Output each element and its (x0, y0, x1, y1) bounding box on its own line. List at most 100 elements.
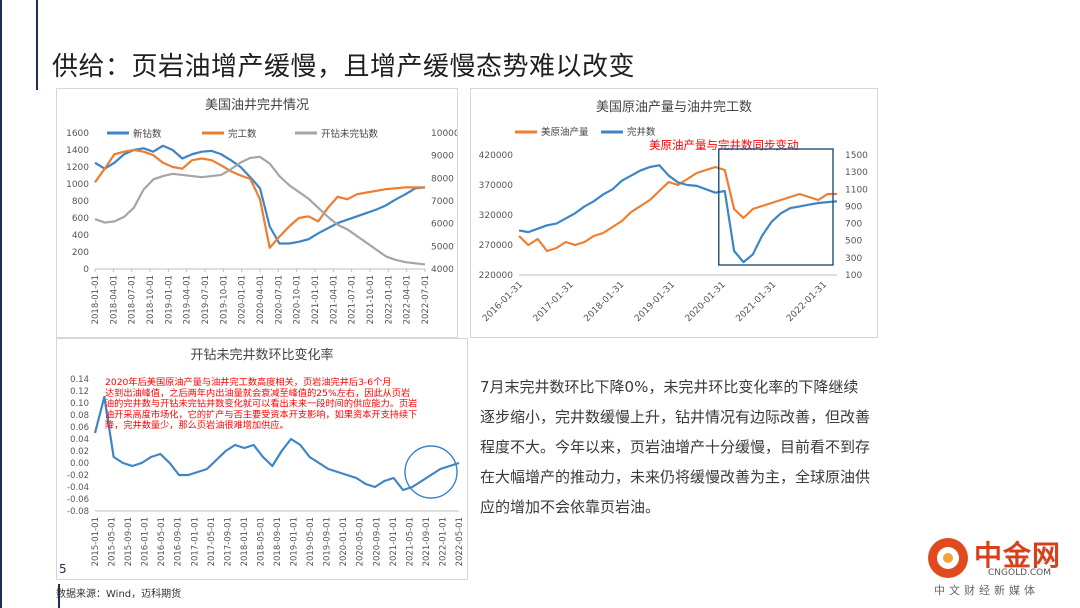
chart2-left-tick: 220000 (479, 271, 514, 281)
chart3-y-tick: 0.08 (70, 411, 89, 421)
chart3-x-tick: 2021-05-01 (405, 517, 415, 566)
chart3-y-tick: 0.06 (70, 423, 89, 433)
left-accent-bar (0, 0, 2, 608)
chart2-left-tick: 370000 (479, 181, 514, 191)
chart3-x-tick: 2019-01-01 (290, 517, 300, 566)
chart2-left-tick: 320000 (479, 211, 514, 221)
chart2-x-tick: 2022-01-31 (785, 280, 829, 324)
chart1-x-tick: 2019-04-01 (183, 275, 193, 324)
chart3-x-tick: 2016-05-01 (157, 517, 167, 566)
chart2-legend-label: 美原油产量 (541, 126, 589, 138)
logo-site: CNGOLD.COM (988, 568, 1052, 578)
chart2-left-tick: 420000 (479, 151, 514, 161)
chart3-y-tick: 0.10 (70, 399, 89, 409)
chart2-annotation: 美原油产量与完井数同步变动 (649, 138, 799, 152)
chart2-right-tick: 700 (845, 220, 862, 230)
chart1-left-tick: 1600 (66, 129, 89, 139)
chart3-x-tick: 2019-05-01 (306, 517, 316, 566)
chart1-left-tick: 200 (72, 248, 89, 258)
chart2-x-tick: 2019-01-31 (633, 280, 677, 324)
summary-paragraph: 7月末完井数环比下降0%，未完井环比变化率的下降继续逐步缩小，完井数缓慢上升，钻… (480, 378, 871, 516)
chart3-x-tick: 2022-01-01 (438, 517, 448, 566)
chart1-x-tick: 2022-01-01 (384, 275, 394, 324)
chart3-y-tick: -0.02 (67, 471, 89, 481)
slide-title: 供给：页岩油增产缓慢，且增产缓慢态势难以改变 (52, 52, 636, 82)
chart3-y-tick: -0.06 (67, 495, 89, 505)
chart2-left-tick: 270000 (479, 241, 514, 251)
chart2-right-tick: 900 (845, 202, 862, 212)
chart1-x-tick: 2019-07-01 (201, 275, 211, 324)
chart2-x-tick: 2016-01-31 (481, 280, 525, 324)
chart2-right-tick: 1300 (845, 168, 868, 178)
chart-well-completion: 美国油井完井情况 0 200 400 600 800 1000 1200 1400 1600 400… (66, 98, 457, 324)
chart3-x-tick: 2020-05-01 (356, 517, 366, 566)
chart1-left-tick: 400 (72, 231, 89, 241)
chart3-x-tick: 2016-09-01 (174, 517, 184, 566)
chart3-x-tick: 2018-05-01 (256, 517, 266, 566)
chart1-legend-label: 完工数 (228, 128, 257, 140)
slide-accent-rule (36, 0, 38, 90)
chart1-x-tick: 2020-04-01 (256, 275, 266, 324)
chart3-x-tick: 2020-09-01 (372, 517, 382, 566)
chart2-x-tick: 2018-01-31 (582, 280, 626, 324)
chart1-x-tick: 2020-07-01 (274, 275, 284, 324)
chart1-x-tick: 2021-07-01 (348, 275, 358, 324)
chart3-x-tick: 2020-01-01 (339, 517, 349, 566)
chart1-series-line (94, 144, 426, 245)
chart3-y-tick: -0.08 (67, 507, 89, 517)
chart2-series-line (518, 164, 838, 264)
chart1-x-tick: 2022-04-01 (403, 275, 413, 324)
chart1-x-tick: 2018-07-01 (128, 275, 138, 324)
chart1-x-tick: 2021-01-01 (311, 275, 321, 324)
chart2-x-tick: 2021-01-31 (734, 280, 778, 324)
chart1-left-tick: 600 (72, 214, 89, 224)
chart1-x-tick: 2019-10-01 (219, 275, 229, 324)
chart2-series-line (518, 165, 837, 253)
chart1-right-tick: 4000 (431, 265, 454, 275)
chart3-x-tick: 2022-05-01 (455, 517, 465, 566)
chart1-x-tick: 2022-07-01 (421, 275, 431, 324)
chart3-series-line (93, 395, 460, 492)
chart3-title: 开钻未完井数环比变化率 (190, 347, 333, 363)
chart3-y-tick: -0.04 (67, 483, 89, 493)
chart3-x-tick: 2017-09-01 (223, 517, 233, 566)
chart2-legend-label: 完井数 (627, 126, 656, 138)
chart-duc-change-rate: 开钻未完井数环比变化率 -0.08 -0.06 -0.04 -0.02 0.00 0.02 0… (67, 347, 465, 566)
chart1-series-line (94, 155, 426, 266)
chart3-x-tick: 2018-09-01 (273, 517, 283, 566)
chart1-x-tick: 2020-10-01 (293, 275, 303, 324)
chart-production-vs-completion: 美国原油产量与油井完工数 220000 270000 320000 370000 4200… (479, 100, 869, 324)
chart1-x-tick: 2019-01-01 (164, 275, 174, 324)
chart2-right-tick: 1500 (845, 151, 868, 161)
chart1-right-tick: 9000 (431, 152, 454, 162)
chart2-right-tick: 100 (845, 271, 862, 281)
chart3-y-tick: 0.02 (70, 447, 89, 457)
chart1-x-tick: 2021-10-01 (366, 275, 376, 324)
chart-panel-well-completion: 美国油井完井情况 0 200 400 600 800 1000 1200 1400 1600 400… (56, 88, 458, 338)
chart3-x-tick: 2017-01-01 (190, 517, 200, 566)
chart2-title: 美国原油产量与油井完工数 (596, 100, 752, 115)
chart1-right-tick: 5000 (431, 242, 454, 252)
logo-subtitle: 中文财经新媒体 (934, 584, 1039, 597)
chart1-left-tick: 1200 (66, 163, 89, 173)
chart3-x-tick: 2015-09-01 (124, 517, 134, 566)
chart3-y-tick: 0.12 (70, 387, 89, 397)
chart1-right-tick: 10000 (431, 129, 457, 139)
chart2-right-tick: 1100 (845, 185, 868, 195)
chart1-left-tick: 1000 (66, 180, 89, 190)
chart1-x-tick: 2018-04-01 (109, 275, 119, 324)
chart3-x-tick: 2015-05-01 (108, 517, 118, 566)
chart1-right-tick: 6000 (431, 220, 454, 230)
chart1-x-tick: 2020-01-01 (238, 275, 248, 324)
chart1-left-tick: 0 (83, 265, 89, 275)
chart-panel-duc-change-rate: 开钻未完井数环比变化率 -0.08 -0.06 -0.04 -0.02 0.00 0.02 0… (56, 338, 468, 580)
cngold-logo: 中金网 CNGOLD.COM 中文财经新媒体 (928, 534, 1076, 602)
chart3-x-tick: 2019-09-01 (323, 517, 333, 566)
chart1-x-tick: 2021-04-01 (329, 275, 339, 324)
chart2-right-tick: 500 (845, 237, 862, 247)
chart1-x-tick: 2018-10-01 (146, 275, 156, 324)
chart1-legend-label: 开钻未完钻数 (321, 128, 379, 140)
chart1-legend-label: 新钻数 (133, 128, 162, 140)
chart1-right-tick: 7000 (431, 197, 454, 207)
chart3-x-tick: 2021-09-01 (422, 517, 432, 566)
